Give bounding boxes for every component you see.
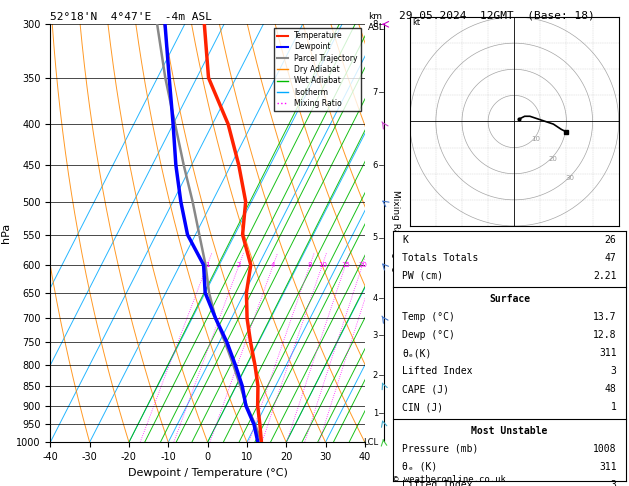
Text: 15: 15: [341, 262, 350, 268]
Text: 29.05.2024  12GMT  (Base: 18): 29.05.2024 12GMT (Base: 18): [399, 11, 595, 21]
Text: Lifted Index: Lifted Index: [403, 366, 473, 376]
Text: 3: 3: [611, 366, 616, 376]
Text: Surface: Surface: [489, 294, 530, 304]
Text: 2: 2: [372, 371, 378, 380]
Text: 47: 47: [605, 253, 616, 262]
Text: θₑ (K): θₑ (K): [403, 462, 438, 472]
Legend: Temperature, Dewpoint, Parcel Trajectory, Dry Adiabat, Wet Adiabat, Isotherm, Mi: Temperature, Dewpoint, Parcel Trajectory…: [274, 28, 361, 111]
Text: kt: kt: [413, 18, 420, 27]
Text: © weatheronline.co.uk: © weatheronline.co.uk: [393, 474, 506, 484]
Text: 1008: 1008: [593, 444, 616, 453]
Text: 3: 3: [372, 331, 378, 340]
Text: 20: 20: [358, 262, 367, 268]
X-axis label: Dewpoint / Temperature (°C): Dewpoint / Temperature (°C): [128, 468, 287, 478]
Text: 2.21: 2.21: [593, 271, 616, 280]
Text: 12.8: 12.8: [593, 330, 616, 340]
Text: 6: 6: [372, 160, 378, 170]
Text: θₑ(K): θₑ(K): [403, 348, 432, 358]
Text: Dewp (°C): Dewp (°C): [403, 330, 455, 340]
Text: Totals Totals: Totals Totals: [403, 253, 479, 262]
Text: 311: 311: [599, 462, 616, 472]
Text: 4: 4: [271, 262, 276, 268]
Text: km
ASL: km ASL: [368, 12, 385, 32]
Text: 1: 1: [611, 402, 616, 412]
Text: 1: 1: [372, 409, 378, 418]
Text: 10: 10: [318, 262, 327, 268]
Text: 4: 4: [372, 294, 378, 302]
Text: CAPE (J): CAPE (J): [403, 384, 450, 394]
Text: K: K: [403, 235, 408, 244]
Text: 25: 25: [372, 262, 381, 268]
Text: 52°18'N  4°47'E  -4m ASL: 52°18'N 4°47'E -4m ASL: [50, 12, 213, 22]
Text: 311: 311: [599, 348, 616, 358]
Text: Pressure (mb): Pressure (mb): [403, 444, 479, 453]
Text: CIN (J): CIN (J): [403, 402, 443, 412]
Text: 3: 3: [611, 480, 616, 486]
Text: Lifted Index: Lifted Index: [403, 480, 473, 486]
Text: 48: 48: [605, 384, 616, 394]
Text: 7: 7: [372, 88, 378, 97]
Text: 13.7: 13.7: [593, 312, 616, 322]
Text: 8: 8: [308, 262, 312, 268]
Text: 5: 5: [372, 233, 378, 243]
Text: 20: 20: [548, 156, 557, 162]
Text: 1: 1: [205, 262, 209, 268]
Text: 26: 26: [605, 235, 616, 244]
Text: Most Unstable: Most Unstable: [471, 426, 548, 435]
Text: LCL: LCL: [363, 438, 378, 447]
Text: 8: 8: [372, 20, 378, 29]
Y-axis label: hPa: hPa: [1, 223, 11, 243]
Text: 10: 10: [531, 136, 540, 142]
Text: PW (cm): PW (cm): [403, 271, 443, 280]
Text: Temp (°C): Temp (°C): [403, 312, 455, 322]
Text: Mixing Ratio (g/kg): Mixing Ratio (g/kg): [391, 191, 400, 276]
Text: 30: 30: [565, 175, 574, 181]
Text: 2: 2: [237, 262, 242, 268]
